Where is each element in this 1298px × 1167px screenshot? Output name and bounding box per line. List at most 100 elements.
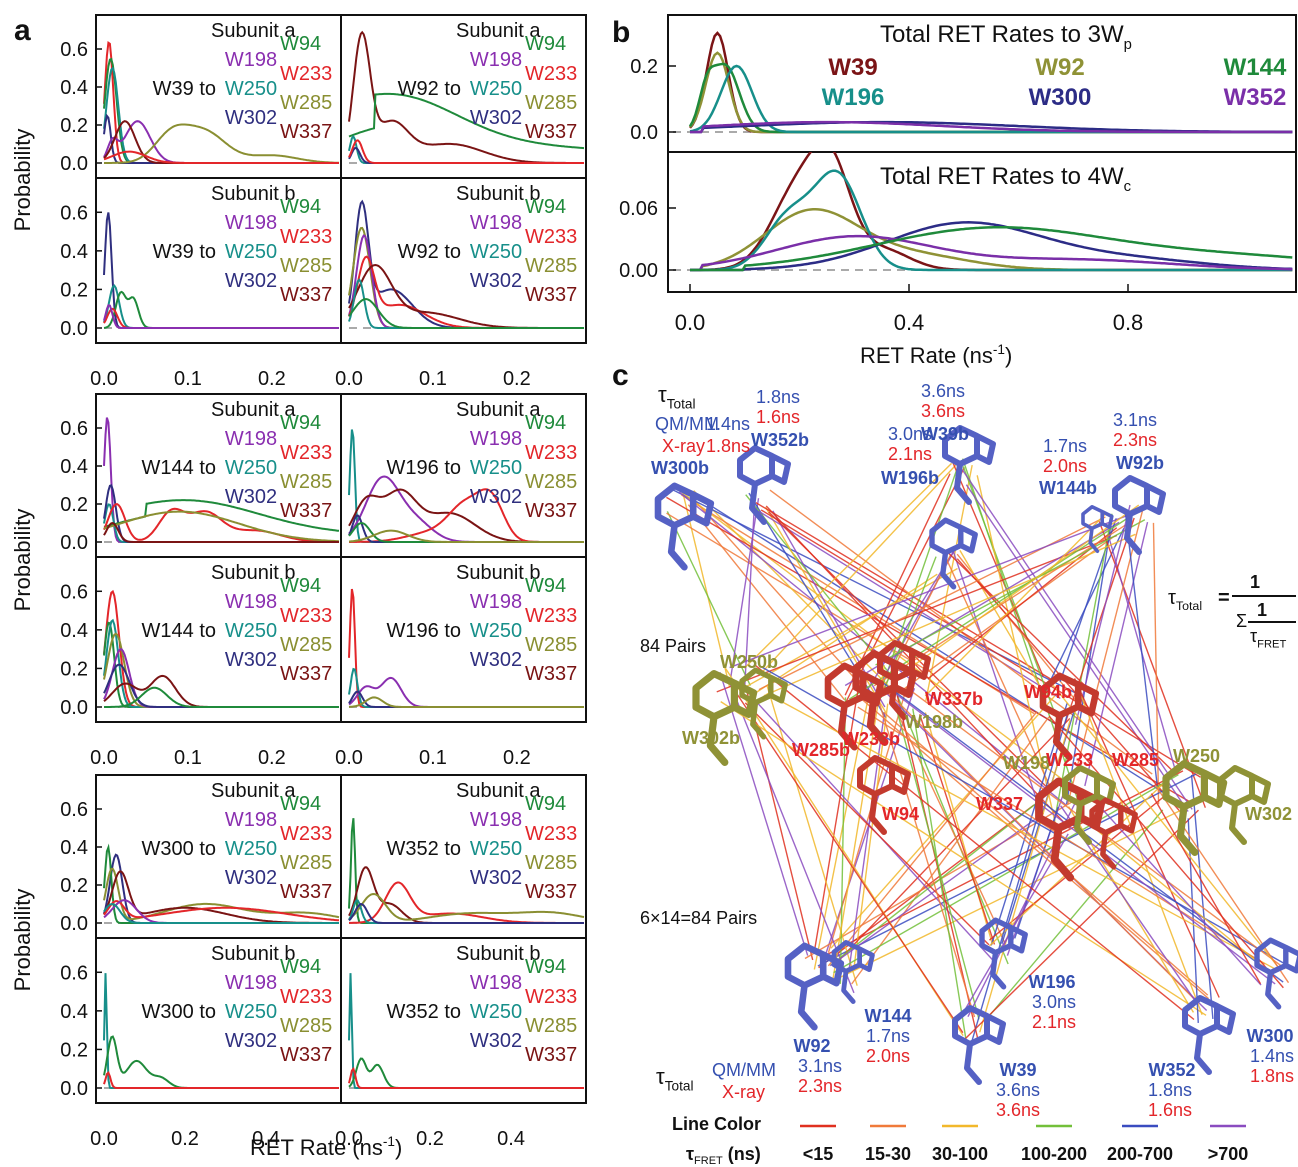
curve-w302 <box>348 902 584 924</box>
acceptor-w285: W285 <box>525 255 577 277</box>
x-axis-label-b: RET Rate (ns-1) <box>860 342 1012 368</box>
x-tick-label: 0.4 <box>894 310 925 335</box>
acceptor-w302: W302 <box>225 107 277 129</box>
fret-line <box>766 685 858 986</box>
qm-value: 1.7ns <box>866 1026 910 1046</box>
curve-w233 <box>348 1066 584 1089</box>
y-tick-label: 0.2 <box>60 115 88 137</box>
acceptor-w94: W94 <box>525 33 566 55</box>
residue-name: W352b <box>751 430 809 450</box>
legend-tau-label: τFRET (ns) <box>686 1144 761 1167</box>
donor-label: W92 to <box>398 241 461 263</box>
fret-line <box>1051 683 1280 969</box>
xray-value: 2.3ns <box>1113 430 1157 450</box>
subunit-label: Subunit a <box>211 780 296 802</box>
y-tick-label: 0.6 <box>60 418 88 440</box>
acceptor-w94: W94 <box>280 575 321 597</box>
residue-w250b <box>739 667 788 740</box>
subunit-label: Subunit b <box>211 943 296 965</box>
donor-label: W39 to <box>153 78 216 100</box>
fret-line <box>971 710 1070 1042</box>
curve-w233 <box>103 1070 339 1089</box>
acceptor-w285: W285 <box>280 1015 332 1037</box>
acceptor-w198: W198 <box>225 428 277 450</box>
acceptor-w94: W94 <box>525 793 566 815</box>
x-tick-label: 0.2 <box>258 368 286 390</box>
residue-name: W196 <box>1028 972 1075 992</box>
legend-title: Line Color <box>672 1114 761 1134</box>
curve-w198 <box>103 304 339 329</box>
acceptor-w302: W302 <box>470 867 522 889</box>
subplot-11: Subunit b W198 W352 to W250 W302 W94 W233 W285 W… <box>340 937 587 1104</box>
fret-line <box>1044 527 1125 693</box>
legend-w92: W92 <box>1035 54 1084 81</box>
legend-label: >700 <box>1208 1144 1249 1164</box>
xray-label-top: X-ray <box>662 436 705 456</box>
legend-label: <15 <box>803 1144 834 1164</box>
fret-line <box>693 490 896 694</box>
formula-inner-den: τFRET <box>1250 626 1286 650</box>
y-tick-label: 0.4 <box>60 77 88 99</box>
acceptor-w250: W250 <box>470 241 522 263</box>
acceptor-w233: W233 <box>280 226 332 248</box>
acceptor-w94: W94 <box>525 575 566 597</box>
formula-eq: = <box>1218 587 1230 609</box>
curve-w196 <box>690 169 1293 272</box>
acceptor-w250: W250 <box>225 620 277 642</box>
acceptor-w337: W337 <box>280 1044 332 1066</box>
acceptor-w337: W337 <box>525 500 577 522</box>
fret-line <box>675 486 1086 798</box>
curve-w94 <box>348 522 584 543</box>
curve-w144 <box>690 226 1293 272</box>
mid-label-w302b: W302b <box>682 728 740 748</box>
qmmm-label-bottom: QM/MM <box>712 1060 776 1080</box>
acceptor-w233: W233 <box>280 605 332 627</box>
residue-w144b <box>1081 504 1114 554</box>
fret-line <box>876 696 976 1018</box>
donor-label: W196 to <box>387 457 461 479</box>
residue-w352 <box>1182 995 1236 1075</box>
fret-line <box>729 511 1136 669</box>
acceptor-w337: W337 <box>280 500 332 522</box>
donor-label: W39 to <box>153 241 216 263</box>
acceptor-w94: W94 <box>525 956 566 978</box>
tube-shape <box>1182 995 1236 1075</box>
fret-line <box>1150 793 1262 985</box>
fret-line <box>759 665 1289 967</box>
panel-b-bottom-title: Total RET Rates to 4Wc <box>880 163 1132 195</box>
legend-w196: W196 <box>822 84 885 111</box>
subplot-frame <box>340 937 587 1104</box>
fret-line <box>847 712 886 973</box>
tube-shape <box>1039 672 1100 761</box>
y-tick-label: 0.0 <box>60 697 88 719</box>
residue-name: W144b <box>1039 478 1097 498</box>
tube-shape <box>737 445 791 525</box>
legend-label: 15-30 <box>865 1144 911 1164</box>
residue-w300b <box>654 482 715 571</box>
fret-line <box>734 690 964 1034</box>
x-axis-label-a: RET Rate (ns-1) <box>250 1134 402 1160</box>
tube-shape <box>929 517 978 590</box>
qm-value: 1.8ns <box>756 387 800 407</box>
panel-label-a: a <box>14 14 31 47</box>
acceptor-w250: W250 <box>470 620 522 642</box>
curve-w352 <box>690 234 1293 272</box>
x-tick-label: 0.0 <box>90 747 118 769</box>
subplot-frame <box>340 177 587 344</box>
fret-line <box>927 527 1118 680</box>
fret-line <box>1155 785 1290 984</box>
y-tick-label: 0.2 <box>630 56 658 78</box>
acceptor-w285: W285 <box>525 1015 577 1037</box>
curve-w285 <box>348 529 584 543</box>
acceptor-w285: W285 <box>280 471 332 493</box>
residue-name: W39b <box>921 424 969 444</box>
y-tick-label: 0.0 <box>60 532 88 554</box>
y-tick-label: 0.06 <box>619 198 658 220</box>
fret-line <box>830 812 1045 967</box>
fret-line <box>830 695 1056 949</box>
tube-shape <box>877 640 931 720</box>
acceptor-w302: W302 <box>470 1030 522 1052</box>
acceptor-w250: W250 <box>225 838 277 860</box>
subplot-frame <box>340 556 587 723</box>
